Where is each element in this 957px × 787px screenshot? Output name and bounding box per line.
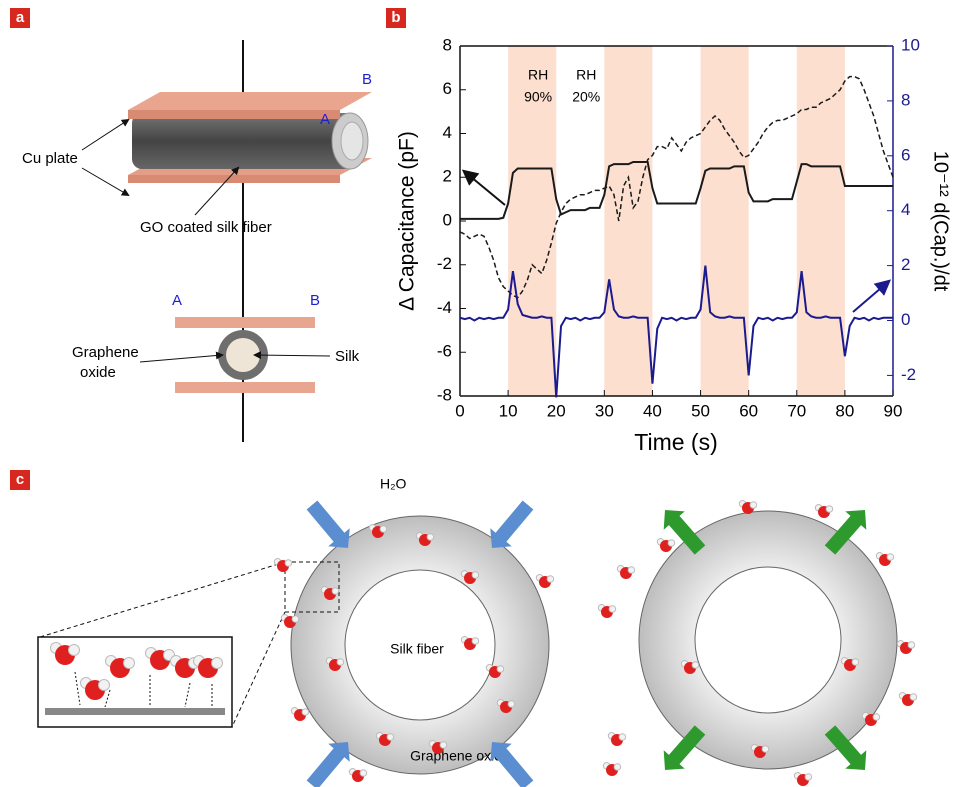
y-tick-label: 4 bbox=[443, 123, 452, 142]
shaded-region bbox=[701, 46, 749, 396]
annotation: RH bbox=[528, 67, 548, 83]
water-h bbox=[908, 642, 915, 649]
x-tick-label: 20 bbox=[547, 401, 566, 420]
water-h bbox=[380, 526, 387, 533]
shaded-region bbox=[604, 46, 652, 396]
y-tick-label: -4 bbox=[437, 298, 452, 317]
x-tick-label: 90 bbox=[884, 401, 903, 420]
water-h bbox=[805, 774, 812, 781]
x-tick-label: 0 bbox=[455, 401, 464, 420]
arrow bbox=[465, 172, 505, 205]
label: oxide bbox=[80, 364, 116, 381]
label: B bbox=[362, 71, 372, 88]
water-h bbox=[668, 540, 675, 547]
y2-tick-label: 2 bbox=[901, 255, 910, 274]
water-h bbox=[619, 734, 626, 741]
y2-tick-label: 4 bbox=[901, 200, 910, 219]
y2-tick-label: 8 bbox=[901, 90, 910, 109]
label: A bbox=[172, 292, 182, 309]
x-tick-label: 30 bbox=[595, 401, 614, 420]
water-h bbox=[99, 680, 110, 691]
panel-label: c bbox=[16, 471, 24, 488]
arrow bbox=[490, 501, 533, 548]
arrow bbox=[307, 742, 350, 787]
water-h bbox=[427, 534, 434, 541]
water-h bbox=[292, 616, 299, 623]
water-h bbox=[387, 734, 394, 741]
y-tick-label: -6 bbox=[437, 342, 452, 361]
water-h bbox=[614, 764, 621, 771]
water-h bbox=[69, 645, 80, 656]
water-h bbox=[826, 506, 833, 513]
y-tick-label: -8 bbox=[437, 385, 452, 404]
annotation: RH bbox=[576, 67, 596, 83]
water-h bbox=[887, 554, 894, 561]
water-h bbox=[910, 694, 917, 701]
figure: a b c Cu plate GO coated silk fiber A B … bbox=[0, 0, 957, 787]
x-tick-label: 70 bbox=[787, 401, 806, 420]
shaded-region bbox=[797, 46, 845, 396]
x-axis-label: Time (s) bbox=[634, 429, 717, 455]
water-h bbox=[628, 567, 635, 574]
water-h bbox=[212, 658, 223, 669]
water-h bbox=[472, 638, 479, 645]
water-h bbox=[360, 770, 367, 777]
water-h bbox=[497, 666, 504, 673]
water-h bbox=[440, 742, 447, 749]
annotation: 20% bbox=[572, 89, 600, 105]
water-h bbox=[124, 658, 135, 669]
x-tick-label: 10 bbox=[499, 401, 518, 420]
y-tick-label: 6 bbox=[443, 79, 452, 98]
x-tick-label: 80 bbox=[835, 401, 854, 420]
x-tick-label: 60 bbox=[739, 401, 758, 420]
panel-label: b bbox=[391, 9, 400, 26]
y2-axis-label: 10⁻¹² d(Cap.)/dt bbox=[930, 151, 952, 292]
water-h bbox=[337, 659, 344, 666]
label: A bbox=[320, 111, 330, 128]
water-h bbox=[508, 701, 515, 708]
y-tick-label: 8 bbox=[443, 35, 452, 54]
panel-c: H₂O Silk fiber Graphene oxide bbox=[38, 476, 917, 787]
water-h bbox=[547, 576, 554, 583]
water-h bbox=[609, 606, 616, 613]
water-h bbox=[750, 502, 757, 509]
water-h bbox=[852, 659, 859, 666]
y-tick-label: 2 bbox=[443, 167, 452, 186]
x-tick-label: 40 bbox=[643, 401, 662, 420]
label: Cu plate bbox=[22, 150, 78, 167]
arrow bbox=[490, 742, 533, 787]
y2-tick-label: 0 bbox=[901, 310, 910, 329]
water-h bbox=[692, 662, 699, 669]
water-h bbox=[285, 560, 292, 567]
label: Graphene bbox=[72, 344, 139, 361]
water-h bbox=[302, 709, 309, 716]
x-tick-label: 50 bbox=[691, 401, 710, 420]
panel-label: a bbox=[16, 9, 25, 26]
annotation: 90% bbox=[524, 89, 552, 105]
y2-tick-label: -2 bbox=[901, 365, 916, 384]
y-tick-label: 0 bbox=[443, 210, 452, 229]
label: Silk bbox=[335, 348, 360, 365]
arrow bbox=[307, 501, 350, 548]
y-axis-label: Δ Capacitance (pF) bbox=[396, 131, 419, 311]
label: GO coated silk fiber bbox=[140, 219, 272, 236]
label: B bbox=[310, 292, 320, 309]
label: Silk fiber bbox=[390, 641, 444, 657]
y2-tick-label: 6 bbox=[901, 145, 910, 164]
y2-tick-label: 10 bbox=[901, 35, 920, 54]
water-h bbox=[472, 572, 479, 579]
label: H₂O bbox=[380, 476, 407, 492]
arrow bbox=[853, 282, 888, 312]
panel-a: Cu plate GO coated silk fiber A B A B Gr… bbox=[22, 40, 372, 442]
water-h bbox=[873, 714, 880, 721]
y-tick-label: -2 bbox=[437, 254, 452, 273]
water-h bbox=[332, 588, 339, 595]
water-h bbox=[762, 746, 769, 753]
